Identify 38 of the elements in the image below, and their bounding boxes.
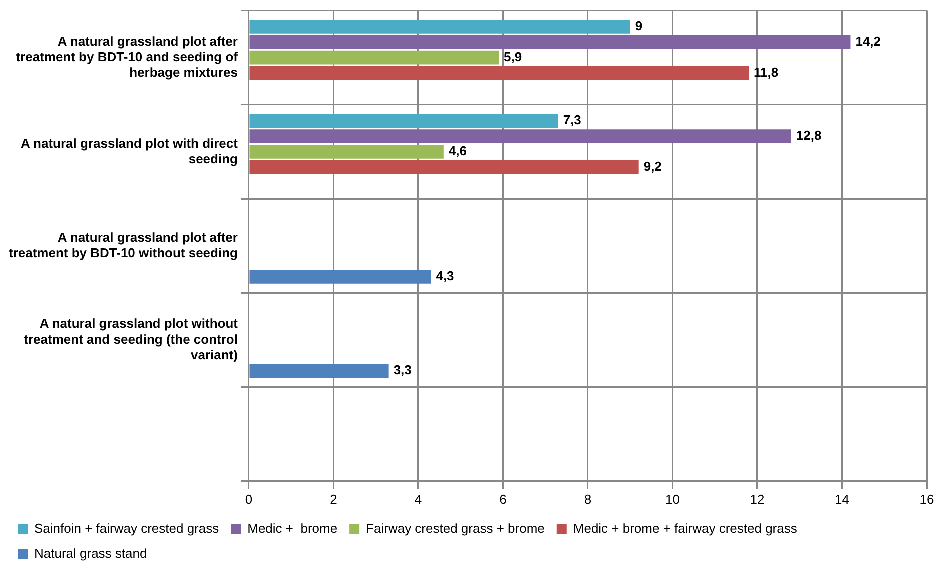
data-label: 3,3 xyxy=(394,362,412,378)
bar xyxy=(250,35,851,50)
bar xyxy=(250,270,432,284)
bar xyxy=(250,66,750,80)
legend-label: Medic + brome xyxy=(248,521,338,536)
x-tick-label: 4 xyxy=(414,492,422,507)
x-tick-label: 12 xyxy=(750,492,765,507)
data-label: 9 xyxy=(635,18,643,34)
data-label: 4,3 xyxy=(436,268,454,284)
x-tick-label: 16 xyxy=(920,492,934,507)
data-label: 11,8 xyxy=(754,64,779,80)
y-tick-label: A natural grassland plot after treatment by BDT-10 and seeding of herbage mixtures xyxy=(16,34,239,80)
data-label: 7,3 xyxy=(563,112,582,128)
y-tick-label: A natural grassland plot with direct seeding xyxy=(21,136,239,166)
x-tick-label: 10 xyxy=(666,492,680,507)
x-tick-label: 2 xyxy=(330,492,338,507)
data-label: 4,6 xyxy=(448,144,467,159)
x-tick-label: 0 xyxy=(245,492,253,507)
bar xyxy=(250,50,499,65)
legend-label: Sainfoin + fairway crested grass xyxy=(34,521,220,536)
x-tick-label: 8 xyxy=(584,492,592,507)
legend-label: Fairway crested grass + brome xyxy=(366,521,545,536)
y-tick-label: A natural grassland plot without treatment and seeding (the control variant) xyxy=(24,316,239,362)
x-tick-label: 14 xyxy=(835,492,850,507)
y-tick-label: A natural grassland plot after treatment by BDT-10 without seeding xyxy=(8,230,238,260)
bar xyxy=(250,145,444,159)
data-label: 14,2 xyxy=(856,34,882,49)
bar xyxy=(250,364,389,378)
bar xyxy=(250,20,630,34)
legend-label: Medic + brome + fairway crested grass xyxy=(573,521,798,536)
bar xyxy=(250,114,558,128)
data-label: 12,8 xyxy=(796,128,822,144)
data-label: 9,2 xyxy=(644,158,662,174)
bar xyxy=(250,160,639,174)
data-label: 5,9 xyxy=(504,49,522,64)
bar xyxy=(250,130,792,144)
x-tick-label: 6 xyxy=(500,492,507,507)
legend-label: Natural grass stand xyxy=(34,546,148,562)
